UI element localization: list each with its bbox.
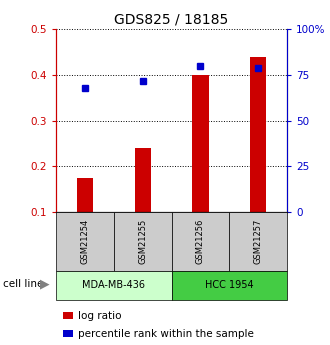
Text: HCC 1954: HCC 1954 xyxy=(205,280,254,290)
Bar xyxy=(77,178,93,212)
Text: GSM21256: GSM21256 xyxy=(196,219,205,264)
Text: log ratio: log ratio xyxy=(78,311,121,321)
Text: cell line: cell line xyxy=(3,279,44,289)
Text: ▶: ▶ xyxy=(40,277,49,290)
Title: GDS825 / 18185: GDS825 / 18185 xyxy=(115,13,229,27)
Text: MDA-MB-436: MDA-MB-436 xyxy=(82,280,145,290)
Text: GSM21254: GSM21254 xyxy=(81,219,89,264)
Text: percentile rank within the sample: percentile rank within the sample xyxy=(78,329,253,338)
Text: GSM21257: GSM21257 xyxy=(254,219,263,264)
Bar xyxy=(192,75,209,212)
Bar xyxy=(135,148,151,212)
Bar xyxy=(250,57,266,212)
Text: GSM21255: GSM21255 xyxy=(138,219,147,264)
